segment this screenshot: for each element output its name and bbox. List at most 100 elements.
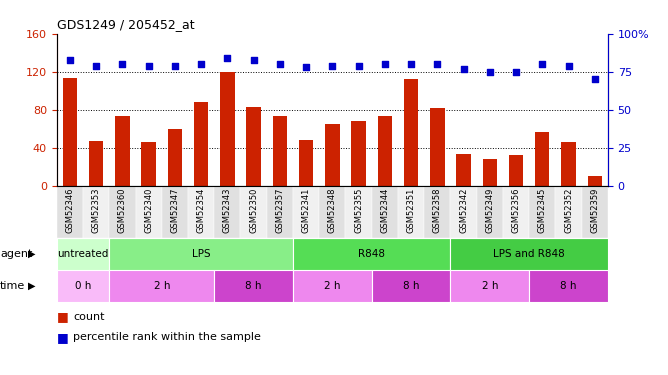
- Bar: [588, 176, 602, 186]
- Bar: [325, 124, 339, 186]
- Bar: [398, 186, 424, 238]
- Bar: [188, 186, 214, 238]
- Text: ▶: ▶: [28, 249, 35, 259]
- Bar: [168, 129, 182, 186]
- Text: count: count: [73, 312, 105, 322]
- Bar: [83, 186, 110, 238]
- Point: [275, 61, 285, 67]
- Point: [484, 69, 495, 75]
- Text: 8 h: 8 h: [403, 281, 420, 291]
- Bar: [57, 186, 83, 238]
- Bar: [214, 186, 240, 238]
- Bar: [371, 270, 450, 302]
- Bar: [293, 186, 319, 238]
- Bar: [450, 270, 529, 302]
- Bar: [351, 121, 366, 186]
- Text: GSM52345: GSM52345: [538, 187, 547, 232]
- Bar: [273, 116, 287, 186]
- Text: 2 h: 2 h: [482, 281, 498, 291]
- Bar: [503, 186, 529, 238]
- Bar: [136, 186, 162, 238]
- Bar: [299, 140, 313, 186]
- Bar: [561, 142, 576, 186]
- Point: [65, 57, 75, 63]
- Text: GDS1249 / 205452_at: GDS1249 / 205452_at: [57, 18, 194, 31]
- Bar: [345, 186, 371, 238]
- Bar: [529, 270, 608, 302]
- Point: [432, 61, 443, 67]
- Text: GSM52341: GSM52341: [301, 187, 311, 232]
- Text: GSM52342: GSM52342: [459, 187, 468, 232]
- Bar: [293, 270, 371, 302]
- Text: LPS: LPS: [192, 249, 210, 259]
- Bar: [477, 186, 503, 238]
- Point: [510, 69, 521, 75]
- Text: 0 h: 0 h: [75, 281, 92, 291]
- Bar: [110, 270, 214, 302]
- Point: [170, 63, 180, 69]
- Bar: [57, 238, 110, 270]
- Bar: [404, 80, 418, 186]
- Bar: [371, 186, 398, 238]
- Text: GSM52350: GSM52350: [249, 187, 258, 232]
- Point: [458, 66, 469, 72]
- Point: [196, 61, 206, 67]
- Point: [91, 63, 102, 69]
- Bar: [424, 186, 450, 238]
- Bar: [529, 186, 555, 238]
- Text: R848: R848: [358, 249, 385, 259]
- Bar: [430, 108, 444, 186]
- Bar: [482, 159, 497, 186]
- Text: untreated: untreated: [57, 249, 109, 259]
- Point: [563, 63, 574, 69]
- Text: GSM52354: GSM52354: [196, 187, 206, 232]
- Bar: [142, 142, 156, 186]
- Bar: [240, 186, 267, 238]
- Text: time: time: [0, 281, 25, 291]
- Bar: [57, 270, 110, 302]
- Text: GSM52353: GSM52353: [92, 187, 101, 233]
- Bar: [509, 155, 523, 186]
- Text: GSM52360: GSM52360: [118, 187, 127, 233]
- Point: [353, 63, 364, 69]
- Bar: [450, 186, 477, 238]
- Text: GSM52359: GSM52359: [591, 187, 599, 232]
- Text: agent: agent: [0, 249, 32, 259]
- Bar: [115, 116, 130, 186]
- Point: [537, 61, 548, 67]
- Text: GSM52357: GSM52357: [275, 187, 285, 233]
- Bar: [293, 238, 450, 270]
- Text: GSM52347: GSM52347: [170, 187, 180, 233]
- Bar: [162, 186, 188, 238]
- Bar: [450, 238, 608, 270]
- Text: GSM52344: GSM52344: [380, 187, 389, 232]
- Bar: [582, 186, 608, 238]
- Point: [327, 63, 338, 69]
- Point: [143, 63, 154, 69]
- Bar: [535, 132, 550, 186]
- Bar: [110, 186, 136, 238]
- Bar: [63, 78, 77, 186]
- Bar: [456, 154, 471, 186]
- Bar: [377, 116, 392, 186]
- Text: 2 h: 2 h: [154, 281, 170, 291]
- Text: ▶: ▶: [28, 281, 35, 291]
- Bar: [246, 107, 261, 186]
- Point: [589, 76, 600, 82]
- Point: [379, 61, 390, 67]
- Point: [248, 57, 259, 63]
- Text: GSM52343: GSM52343: [223, 187, 232, 233]
- Text: GSM52356: GSM52356: [512, 187, 520, 233]
- Text: 8 h: 8 h: [245, 281, 262, 291]
- Text: ■: ■: [57, 310, 69, 323]
- Bar: [220, 72, 234, 186]
- Point: [117, 61, 128, 67]
- Bar: [89, 141, 104, 186]
- Text: GSM52351: GSM52351: [407, 187, 415, 232]
- Text: ■: ■: [57, 331, 69, 344]
- Bar: [319, 186, 345, 238]
- Text: GSM52346: GSM52346: [65, 187, 74, 233]
- Text: GSM52355: GSM52355: [354, 187, 363, 232]
- Bar: [267, 186, 293, 238]
- Text: GSM52348: GSM52348: [328, 187, 337, 233]
